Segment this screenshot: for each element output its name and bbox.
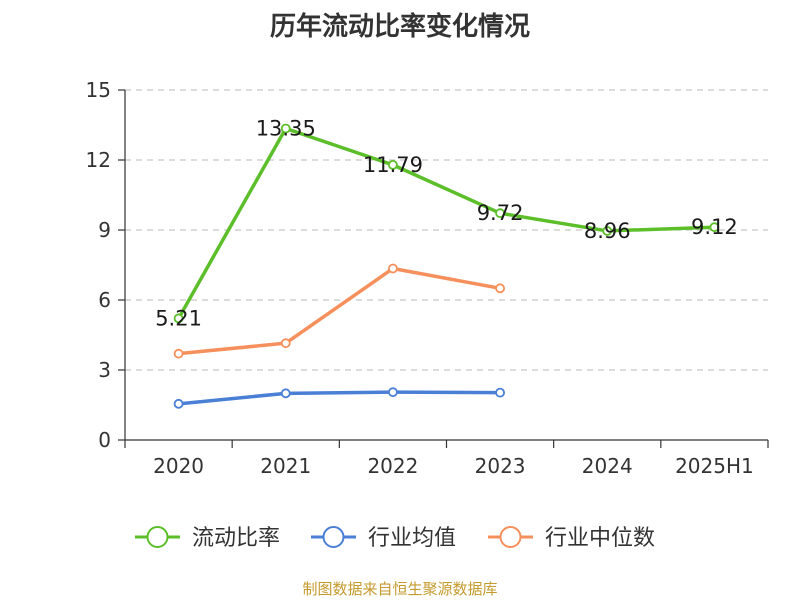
data-source-footer: 制图数据来自恒生聚源数据库 <box>302 580 498 598</box>
legend-label: 行业中位数 <box>545 526 655 551</box>
legend-marker-0 <box>146 526 169 548</box>
legend-label: 行业均值 <box>368 526 456 551</box>
data-point <box>709 222 720 233</box>
y-tick-label: 0 <box>98 428 111 452</box>
x-tick-label: 2021 <box>260 454 311 478</box>
data-point <box>388 387 398 398</box>
data-label: 8.96 <box>584 219 631 243</box>
data-point <box>495 208 505 219</box>
chart-title: 历年流动比率变化情况 <box>269 12 530 42</box>
data-point <box>280 388 291 399</box>
x-tick-label: 2020 <box>153 454 204 478</box>
y-tick-label: 12 <box>86 148 111 172</box>
x-tick-label: 2022 <box>367 454 418 478</box>
data-label: 9.12 <box>691 215 738 239</box>
y-tick-label: 3 <box>98 358 111 382</box>
data-point <box>495 387 505 398</box>
data-point <box>388 159 398 170</box>
data-label: 13.35 <box>256 117 316 141</box>
y-tick-label: 6 <box>98 288 111 312</box>
series-line-2 <box>178 266 501 356</box>
data-label: 5.21 <box>155 306 202 330</box>
data-point <box>495 283 505 294</box>
data-point <box>602 226 613 236</box>
x-tick-label: 2025H1 <box>675 454 754 478</box>
data-label: 9.72 <box>477 201 524 225</box>
data-point <box>173 348 184 359</box>
legend-marker-1 <box>322 526 345 548</box>
x-tick-label: 2024 <box>582 454 633 478</box>
data-point <box>280 123 291 134</box>
series-line-1 <box>178 390 501 406</box>
series-line-0 <box>177 126 715 320</box>
y-tick-label: 9 <box>98 218 111 242</box>
x-tick-label: 2023 <box>475 454 526 478</box>
y-tick-label: 15 <box>86 78 111 102</box>
data-label: 11.79 <box>363 153 423 177</box>
legend-label: 流动比率 <box>192 526 280 551</box>
data-point <box>173 313 184 324</box>
data-point <box>173 398 184 409</box>
data-point <box>280 338 291 349</box>
legend-marker-2 <box>499 526 522 548</box>
data-point <box>388 263 398 274</box>
